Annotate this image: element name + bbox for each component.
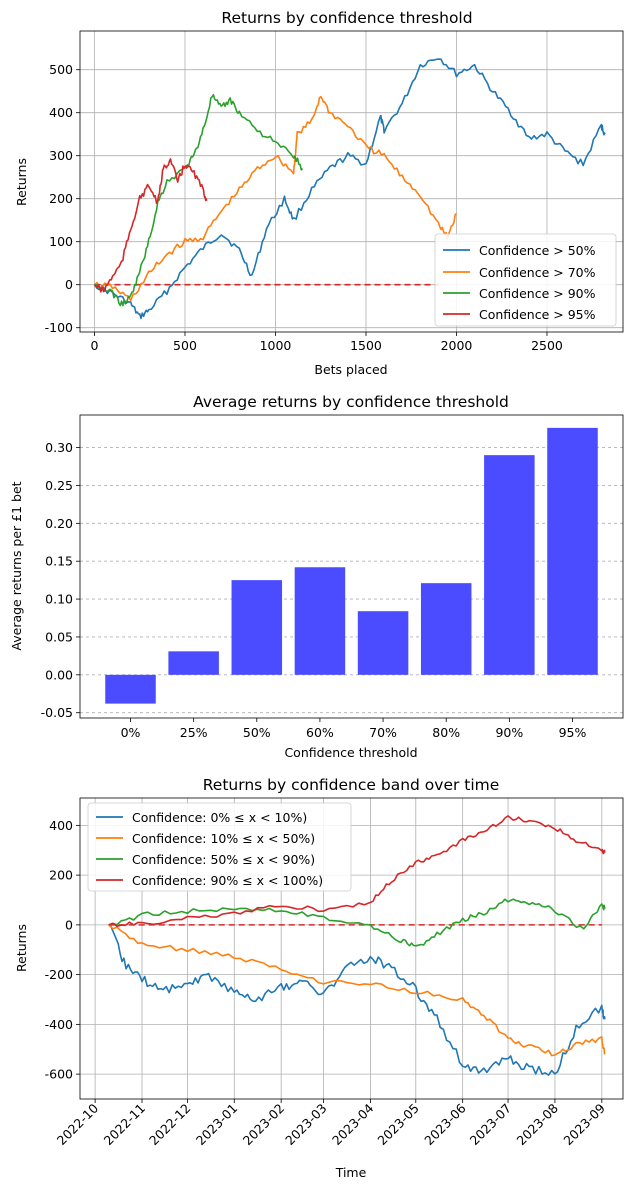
chart-2-ytick-label: 0.15: [45, 554, 73, 569]
chart-1-ytick-label: 0: [65, 277, 73, 292]
chart-3-xtick-label: 2023-04: [329, 1100, 377, 1148]
chart-2-ticks: -0.05 0.00 0.05 0.10 0.15 0.20 0.25 0.30 0% 25% 50…: [41, 440, 587, 740]
chart-2-xtick-label: 95%: [559, 725, 587, 740]
chart-2-xtick-label: 0%: [121, 725, 141, 740]
chart-1-ticks: 0 500 1000 1500 2000 2500 -100 0 100 200 300 400 500: [45, 62, 563, 353]
chart-2-bar-2: [231, 580, 283, 675]
chart-2-ytick-label: 0.10: [45, 592, 73, 607]
legend-1-label-3: Confidence > 95%: [479, 307, 596, 322]
chart-2-grid: [80, 447, 623, 714]
chart-3-series-line-0: [108, 924, 606, 1076]
chart-3-xtick-label: 2023-07: [467, 1101, 515, 1149]
legend-3-label-1: Confidence: 10% ≤ x < 50%): [132, 831, 315, 846]
chart-1-title: Returns by confidence threshold: [221, 9, 472, 27]
panel-returns-over-time: Returns by confidence band over time 202…: [14, 776, 624, 1180]
chart-1-xlabel: Bets placed: [314, 362, 387, 377]
chart-3-xtick-label: 2022-11: [101, 1101, 149, 1149]
legend-1-label-1: Confidence > 70%: [479, 265, 596, 280]
chart-2-title: Average returns by confidence threshold: [193, 393, 509, 411]
chart-2-ytick-label: 0.00: [45, 667, 73, 682]
chart-1-xtick-label: 0: [91, 338, 99, 353]
chart-1-ytick-label: 200: [49, 191, 73, 206]
chart-1-ytick-label: 300: [49, 148, 73, 163]
chart-2-xtick-label: 90%: [495, 725, 523, 740]
chart-1-grid: [80, 31, 623, 332]
chart-1-frame: [79, 30, 624, 333]
chart-2-ytick-label: 0.30: [45, 440, 73, 455]
chart-3-series-line-2: [108, 898, 606, 947]
chart-3-ytick-label: -600: [45, 1067, 73, 1082]
chart-3-series-line-1: [108, 924, 606, 1057]
chart-3-xtick-label: 2023-01: [193, 1101, 241, 1149]
chart-2-xtick-label: 80%: [432, 725, 460, 740]
chart-2-bar-3: [294, 567, 346, 675]
chart-2-ytick-label: 0.25: [45, 478, 73, 493]
chart-2-frame: [79, 414, 624, 719]
chart-2-xtick-label: 60%: [306, 725, 334, 740]
chart-1-series-group: [93, 58, 606, 320]
chart-2-xtick-label: 70%: [369, 725, 397, 740]
chart-1-xtick-label: 1000: [260, 338, 292, 353]
legend-3-label-3: Confidence: 90% ≤ x < 100%): [132, 873, 323, 888]
chart-1-xtick-label: 1500: [350, 338, 382, 353]
chart-3-xtick-label: 2022-10: [54, 1100, 102, 1148]
chart-2-ytick-label: -0.05: [41, 705, 73, 720]
chart-2-bar-1: [168, 651, 219, 675]
chart-1-ytick-label: -100: [45, 320, 73, 335]
chart-3-xtick-label: 2023-08: [514, 1100, 562, 1148]
chart-2-bar-7: [547, 427, 598, 675]
chart-2-ytick-label: 0.05: [45, 629, 73, 644]
chart-3-ytick-label: 0: [65, 917, 73, 932]
chart-3-legend: Confidence: 0% ≤ x < 10%) Confidence: 10…: [87, 802, 352, 892]
chart-1-series-line-0: [93, 58, 606, 320]
chart-1-xtick-label: 2500: [531, 338, 563, 353]
chart-3-xtick-label: 2023-05: [374, 1101, 422, 1149]
chart-2-bar-4: [357, 611, 409, 675]
chart-3-xtick-label: 2023-02: [240, 1101, 288, 1149]
chart-3-series-line-3: [108, 815, 606, 928]
panel-returns-by-threshold: Returns by confidence threshold 0 500 1000…: [14, 9, 624, 377]
chart-2-bar-5: [420, 583, 472, 675]
chart-3-ytick-label: 200: [49, 868, 73, 883]
chart-3-title: Returns by confidence band over time: [203, 776, 500, 794]
chart-3-series-group: [108, 815, 606, 1076]
chart-1-ytick-label: 400: [49, 105, 73, 120]
chart-1-series-line-2: [94, 93, 304, 307]
chart-1-ylabel: Returns: [14, 158, 29, 206]
panel-average-returns: Average returns by confidence threshold …: [9, 393, 624, 760]
legend-1-label-2: Confidence > 90%: [479, 286, 596, 301]
chart-3-ytick-label: -200: [45, 967, 73, 982]
chart-3-ylabel: Returns: [14, 924, 29, 972]
legend-3-label-2: Confidence: 50% ≤ x < 90%): [132, 852, 315, 867]
chart-1-series-line-3: [93, 158, 208, 293]
chart-3-frame: [79, 797, 624, 1100]
chart-1-xtick-label: 2000: [441, 338, 473, 353]
chart-2-bar-0: [105, 674, 156, 704]
chart-1-ytick-label: 100: [49, 234, 73, 249]
chart-2-ytick-label: 0.20: [45, 516, 73, 531]
chart-1-ytick-label: 500: [49, 62, 73, 77]
chart-2-ylabel: Average returns per £1 bet: [9, 481, 24, 650]
legend-1-label-0: Confidence > 50%: [479, 243, 596, 258]
chart-2-bars: [105, 427, 598, 704]
chart-3-xlabel: Time: [335, 1165, 367, 1180]
chart-3-xtick-label: 2023-06: [421, 1100, 469, 1148]
legend-3-label-0: Confidence: 0% ≤ x < 10%): [132, 810, 307, 825]
chart-2-xtick-label: 25%: [180, 725, 208, 740]
chart-2-xlabel: Confidence threshold: [284, 745, 417, 760]
chart-3-ytick-label: 400: [49, 818, 73, 833]
chart-3-xtick-label: 2023-09: [560, 1100, 608, 1148]
chart-3-ytick-label: -400: [45, 1017, 73, 1032]
chart-2-bar-6: [484, 455, 535, 675]
chart-3-xtick-label: 2023-03: [282, 1101, 330, 1149]
chart-1-legend: Confidence > 50% Confidence > 70% Confid…: [434, 233, 617, 327]
chart-1-xtick-label: 500: [173, 338, 197, 353]
chart-1-series-line-1: [93, 95, 457, 302]
chart-2-xtick-label: 50%: [243, 725, 271, 740]
chart-3-xtick-label: 2022-12: [146, 1101, 194, 1149]
